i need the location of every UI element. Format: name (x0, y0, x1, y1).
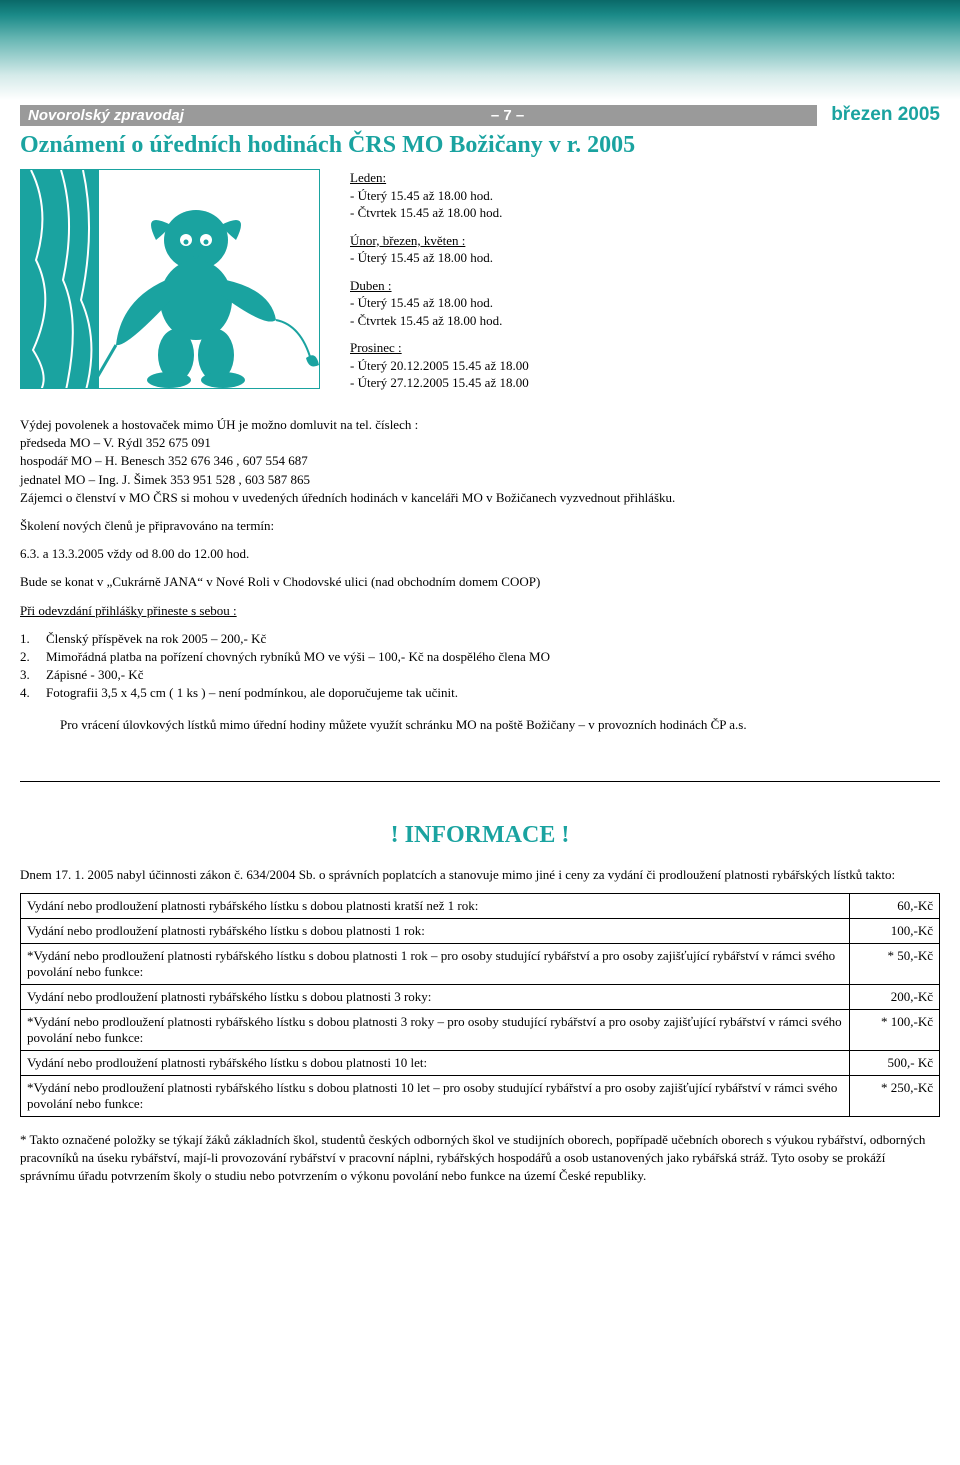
header-gradient (0, 0, 960, 100)
schedule-period-heading: Prosinec : (350, 339, 940, 357)
bring-list: 1.Členský příspěvek na rok 2005 – 200,- … (20, 630, 940, 703)
publication-name: Novorolský zpravodaj (20, 105, 198, 126)
contacts-intro: Výdej povolenek a hostovaček mimo ÚH je … (20, 417, 418, 432)
bring-item: 1.Členský příspěvek na rok 2005 – 200,- … (20, 630, 940, 648)
fisherman-illustration (20, 169, 320, 389)
fee-description: *Vydání nebo prodloužení platnosti rybář… (21, 943, 850, 984)
fee-row: *Vydání nebo prodloužení platnosti rybář… (21, 943, 940, 984)
membership-interest: Zájemci o členství v MO ČRS si mohou v u… (20, 490, 675, 505)
section-divider (20, 781, 940, 782)
schedule-line: - Úterý 15.45 až 18.00 hod. (350, 249, 940, 267)
schedule-period-heading: Leden: (350, 169, 940, 187)
bring-item: 3.Zápisné - 300,- Kč (20, 666, 940, 684)
return-note: Pro vrácení úlovkových lístků mimo úředn… (20, 716, 940, 734)
schedule-line: - Čtvrtek 15.45 až 18.00 hod. (350, 204, 940, 222)
page-header-bar: Novorolský zpravodaj – 7 – březen 2005 (20, 104, 940, 126)
fee-description: Vydání nebo prodloužení platnosti rybářs… (21, 984, 850, 1009)
fee-description: Vydání nebo prodloužení platnosti rybářs… (21, 1050, 850, 1075)
fee-row: Vydání nebo prodloužení platnosti rybářs… (21, 984, 940, 1009)
article-body: Výdej povolenek a hostovaček mimo ÚH je … (20, 416, 940, 735)
fee-description: Vydání nebo prodloužení platnosti rybářs… (21, 918, 850, 943)
info-heading: ! INFORMACE ! (20, 822, 940, 849)
schedule-period-heading: Únor, březen, květen : (350, 232, 940, 250)
schedule-line: - Úterý 15.45 až 18.00 hod. (350, 294, 940, 312)
fee-row: *Vydání nebo prodloužení platnosti rybář… (21, 1075, 940, 1116)
fee-price: 500,- Kč (850, 1050, 940, 1075)
fee-price: 200,-Kč (850, 984, 940, 1009)
schedule-line: - Úterý 15.45 až 18.00 hod. (350, 187, 940, 205)
schedule-period-heading: Duben : (350, 277, 940, 295)
training-intro: Školení nových členů je připravováno na … (20, 517, 940, 535)
training-dates: 6.3. a 13.3.2005 vždy od 8.00 do 12.00 h… (20, 545, 940, 563)
issue-date: březen 2005 (817, 104, 940, 126)
contact-line: předseda MO – V. Rýdl 352 675 091 (20, 435, 211, 450)
fee-description: *Vydání nebo prodloužení platnosti rybář… (21, 1009, 850, 1050)
bring-item: 4.Fotografii 3,5 x 4,5 cm ( 1 ks ) – nen… (20, 684, 940, 702)
fees-table: Vydání nebo prodloužení platnosti rybářs… (20, 893, 940, 1117)
fee-price: * 100,-Kč (850, 1009, 940, 1050)
schedule-line: - Úterý 27.12.2005 15.45 až 18.00 (350, 374, 940, 392)
fee-row: Vydání nebo prodloužení platnosti rybářs… (21, 1050, 940, 1075)
schedule-line: - Čtvrtek 15.45 až 18.00 hod. (350, 312, 940, 330)
office-hours-schedule: Leden:- Úterý 15.45 až 18.00 hod.- Čtvrt… (350, 169, 940, 402)
fee-row: Vydání nebo prodloužení platnosti rybářs… (21, 918, 940, 943)
contact-line: hospodář MO – H. Benesch 352 676 346 , 6… (20, 453, 308, 468)
page-number: – 7 – (198, 105, 817, 126)
fees-footnote: * Takto označené položky se týkají žáků … (20, 1131, 940, 1186)
schedule-line: - Úterý 20.12.2005 15.45 až 18.00 (350, 357, 940, 375)
article-title: Oznámení o úředních hodinách ČRS MO Boži… (20, 132, 940, 159)
fee-price: * 250,-Kč (850, 1075, 940, 1116)
fee-description: *Vydání nebo prodloužení platnosti rybář… (21, 1075, 850, 1116)
contact-line: jednatel MO – Ing. J. Šimek 353 951 528 … (20, 472, 310, 487)
fee-row: *Vydání nebo prodloužení platnosti rybář… (21, 1009, 940, 1050)
bring-item: 2.Mimořádná platba na pořízení chovných … (20, 648, 940, 666)
bring-heading: Při odevzdání přihlášky přineste s sebou… (20, 602, 940, 620)
fee-price: 100,-Kč (850, 918, 940, 943)
fee-price: * 50,-Kč (850, 943, 940, 984)
fee-price: 60,-Kč (850, 893, 940, 918)
fee-description: Vydání nebo prodloužení platnosti rybářs… (21, 893, 850, 918)
fee-row: Vydání nebo prodloužení platnosti rybářs… (21, 893, 940, 918)
info-intro: Dnem 17. 1. 2005 nabyl účinnosti zákon č… (20, 867, 940, 883)
training-venue: Bude se konat v „Cukrárně JANA“ v Nové R… (20, 573, 940, 591)
